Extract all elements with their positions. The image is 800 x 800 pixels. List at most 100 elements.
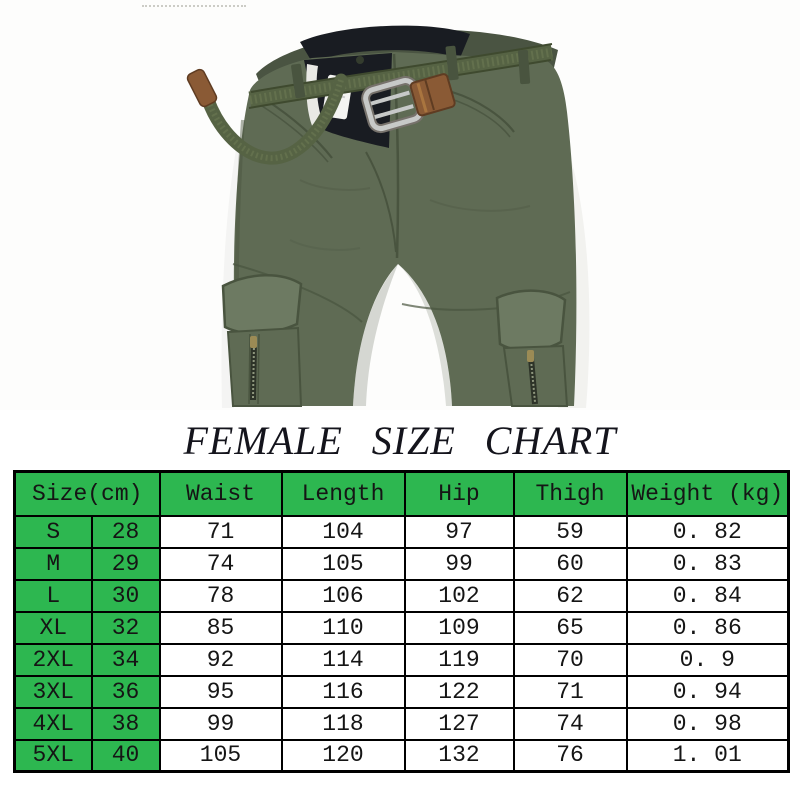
table-row: M 29 74 105 99 60 0. 83	[13, 546, 790, 581]
size-label-cell: M	[13, 546, 93, 581]
hip-cell: 132	[403, 738, 515, 773]
size-label-cell: 5XL	[13, 738, 93, 773]
belt-texture	[249, 47, 553, 105]
table-row: S 28 71 104 97 59 0. 82	[13, 514, 790, 549]
size-number-cell: 28	[90, 514, 161, 549]
table-row: 3XL 36 95 116 122 71 0. 94	[13, 674, 790, 709]
watermark-marks	[142, 5, 246, 7]
thigh-cell: 60	[512, 546, 628, 581]
thigh-seam-left	[232, 263, 363, 323]
size-label-cell: S	[13, 514, 93, 549]
size-label-cell: XL	[13, 610, 93, 645]
size-label-cell: 4XL	[13, 706, 93, 741]
hip-cell: 97	[403, 514, 515, 549]
inner-leg-shade-left	[353, 264, 398, 406]
thigh-cell: 76	[512, 738, 628, 773]
col-header-thigh: Thigh	[512, 470, 628, 517]
col-header-length: Length	[280, 470, 406, 517]
weight-cell: 0. 98	[625, 706, 790, 741]
weight-cell: 0. 84	[625, 578, 790, 613]
pocket-stitch-right-2	[447, 97, 511, 138]
waist-cell: 99	[158, 706, 283, 741]
col-header-size: Size(cm)	[13, 470, 161, 517]
belt-strap-texture	[205, 79, 344, 162]
cargo-pocket-left-flap	[221, 274, 303, 335]
weight-cell: 0. 83	[625, 546, 790, 581]
waist-cell: 74	[158, 546, 283, 581]
zipper-left-teeth	[252, 343, 255, 399]
length-cell: 106	[280, 578, 406, 613]
size-number-cell: 32	[90, 610, 161, 645]
waist-cell: 71	[158, 514, 283, 549]
weight-cell: 0. 94	[625, 674, 790, 709]
length-cell: 116	[280, 674, 406, 709]
length-cell: 118	[280, 706, 406, 741]
size-label-cell: 3XL	[13, 674, 93, 709]
length-cell: 110	[280, 610, 406, 645]
belt-edge-top	[250, 43, 553, 93]
table-row: L 30 78 106 102 62 0. 84	[13, 578, 790, 613]
waist-button	[356, 56, 364, 64]
length-cell: 104	[280, 514, 406, 549]
zipper-left-pull	[250, 336, 257, 348]
hip-cell: 109	[403, 610, 515, 645]
zipper-right-teeth	[530, 359, 536, 403]
weight-cell: 1. 01	[625, 738, 790, 773]
table-row: 5XL 40 105 120 132 76 1. 01	[13, 738, 790, 773]
wrinkle-1	[299, 179, 371, 191]
thigh-cell: 70	[512, 642, 628, 677]
col-header-hip: Hip	[403, 470, 515, 517]
inner-leg-shade-right	[398, 264, 452, 406]
size-chart-table: Size(cm) Waist Length Hip Thigh Weight (…	[13, 470, 791, 773]
weight-cell: 0. 86	[625, 610, 790, 645]
belt-tip-leather	[186, 68, 218, 108]
size-number-cell: 34	[90, 642, 161, 677]
size-number-cell: 36	[90, 674, 161, 709]
hip-cell: 122	[403, 674, 515, 709]
col-header-weight: Weight (kg)	[625, 470, 790, 517]
length-cell: 120	[280, 738, 406, 773]
weight-cell: 0. 82	[625, 514, 790, 549]
hip-cell: 102	[403, 578, 515, 613]
pocket-stitch-right	[451, 90, 515, 133]
table-row: 2XL 34 92 114 119 70 0. 9	[13, 642, 790, 677]
waist-cell: 85	[158, 610, 283, 645]
thigh-cell: 65	[512, 610, 628, 645]
pleat-left-2	[257, 333, 260, 405]
zipper-right-pull	[527, 350, 534, 362]
hip-cell: 127	[403, 706, 515, 741]
thigh-cell: 59	[512, 514, 628, 549]
weight-cell: 0. 9	[625, 642, 790, 677]
thigh-cell: 74	[512, 706, 628, 741]
waist-cell: 105	[158, 738, 283, 773]
cargo-pants-illustration	[186, 25, 590, 408]
pants-body	[233, 52, 577, 406]
belt-loops	[291, 45, 531, 99]
fly-j-stitch	[365, 151, 397, 253]
waistband-interior	[300, 25, 470, 62]
length-cell: 105	[280, 546, 406, 581]
thigh-cell: 62	[512, 578, 628, 613]
size-label-cell: L	[13, 578, 93, 613]
table-row: 4XL 38 99 118 127 74 0. 98	[13, 706, 790, 741]
size-chart-title: FEMALE SIZE CHART	[183, 418, 617, 463]
photo-shadow-left	[221, 150, 246, 408]
cargo-pocket-left	[226, 326, 303, 407]
wrinkle-2	[429, 199, 531, 212]
product-photo	[142, 5, 590, 408]
wrinkle-3	[289, 239, 361, 251]
length-cell: 114	[280, 642, 406, 677]
size-number-cell: 38	[90, 706, 161, 741]
pleat-left-1	[248, 333, 251, 405]
zipper-left	[250, 341, 257, 401]
hip-cell: 119	[403, 642, 515, 677]
pocket-stitch-left	[265, 99, 333, 159]
size-number-cell: 29	[90, 546, 161, 581]
table-header-row: Size(cm) Waist Length Hip Thigh Weight (…	[13, 470, 790, 517]
cargo-pocket-right-flap	[495, 289, 567, 352]
size-label-cell: 2XL	[13, 642, 93, 677]
waist-cell: 78	[158, 578, 283, 613]
photo-shadow	[538, 110, 590, 408]
waist-cell: 92	[158, 642, 283, 677]
hip-cell: 99	[403, 546, 515, 581]
